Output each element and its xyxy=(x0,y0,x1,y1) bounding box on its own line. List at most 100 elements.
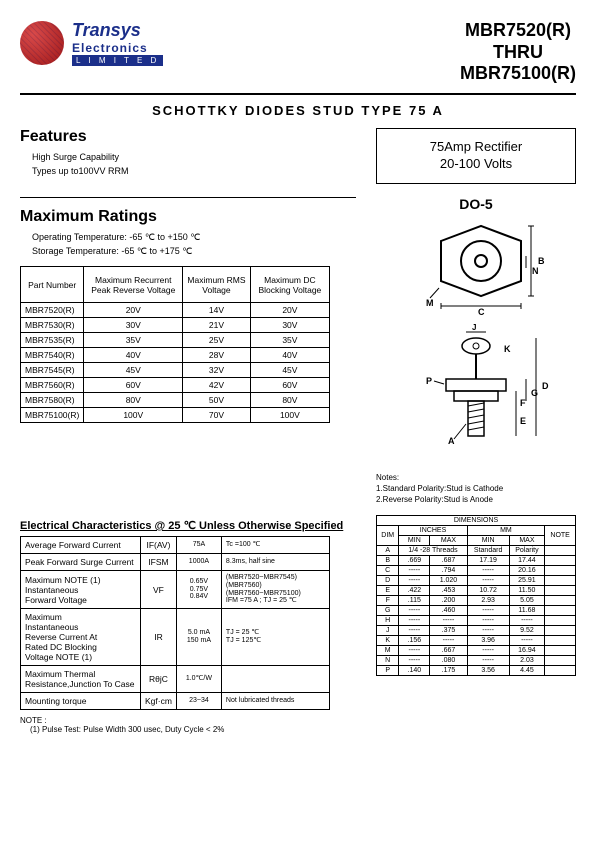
dim-cell: .080 xyxy=(430,656,467,666)
svg-text:E: E xyxy=(520,416,526,426)
dim-cell: J xyxy=(377,626,399,636)
svg-text:J: J xyxy=(472,324,476,332)
col-vdc: Maximum DC Blocking Voltage xyxy=(250,267,329,303)
dim-cell xyxy=(545,636,576,646)
dim-col: DIMENSIONS DIM INCHES MM NOTE MIN MAX MI… xyxy=(376,505,576,676)
dim-cell: 20.16 xyxy=(509,566,545,576)
dim-cell: F xyxy=(377,596,399,606)
table-cell: 35V xyxy=(84,333,183,348)
footnote-text: (1) Pulse Test: Pulse Width 300 usec, Du… xyxy=(30,725,356,734)
max-ratings-heading: Maximum Ratings xyxy=(20,208,356,226)
svg-text:P: P xyxy=(426,376,432,386)
table-row: Mounting torqueKgf·cm23~34Not lubricated… xyxy=(21,692,330,709)
ratings-table: Part Number Maximum Recurrent Peak Rever… xyxy=(20,266,330,423)
note-2: 2.Reverse Polarity:Stud is Anode xyxy=(376,494,576,505)
dim-cell xyxy=(545,576,576,586)
param-cell: Maximum Thermal Resistance,Junction To C… xyxy=(21,665,141,692)
upper-columns: Features High Surge Capability Types up … xyxy=(20,128,576,505)
table-cell: 80V xyxy=(250,393,329,408)
subtitle: SCHOTTKY DIODES STUD TYPE 75 A xyxy=(20,103,576,118)
feature-item: High Surge Capability xyxy=(32,150,356,164)
globe-icon xyxy=(20,21,64,65)
table-row: Peak Forward Surge CurrentIFSM1000A8.3ms… xyxy=(21,554,330,571)
dim-cell: 1/4 -28 Threads xyxy=(399,546,467,556)
dim-cell xyxy=(545,626,576,636)
dim-col-note: NOTE xyxy=(545,526,576,546)
dim-cell: 4.45 xyxy=(509,666,545,676)
dim-cell: D xyxy=(377,576,399,586)
dim-cell: .422 xyxy=(399,586,430,596)
brand-line-3: L I M I T E D xyxy=(72,55,163,66)
cond-cell xyxy=(221,665,329,692)
symbol-cell: IF(AV) xyxy=(141,537,177,554)
dim-cell: Polarity xyxy=(509,546,545,556)
elec-col: Electrical Characteristics @ 25 ℃ Unless… xyxy=(20,505,356,734)
table-cell: 45V xyxy=(84,363,183,378)
logo-text: Transys Electronics L I M I T E D xyxy=(72,20,163,66)
dim-cell: .140 xyxy=(399,666,430,676)
dim-cell xyxy=(545,596,576,606)
dim-sub-min: MIN xyxy=(399,536,430,546)
dim-cell: .375 xyxy=(430,626,467,636)
dim-cell xyxy=(545,586,576,596)
svg-text:D: D xyxy=(542,381,549,391)
table-row: MBR7535(R)35V25V35V xyxy=(21,333,330,348)
svg-text:F: F xyxy=(520,398,526,408)
table-cell: 14V xyxy=(183,303,251,318)
table-cell: MBR7530(R) xyxy=(21,318,84,333)
dim-cell: 2.03 xyxy=(509,656,545,666)
features-list: High Surge Capability Types up to100VV R… xyxy=(32,150,356,179)
table-row: E.422.45310.7211.50 xyxy=(377,586,576,596)
svg-text:C: C xyxy=(478,307,485,316)
table-row: MBR7530(R)30V21V30V xyxy=(21,318,330,333)
dim-cell xyxy=(545,666,576,676)
dim-cell: .115 xyxy=(399,596,430,606)
footnote: NOTE : (1) Pulse Test: Pulse Width 300 u… xyxy=(20,716,356,734)
dim-cell xyxy=(545,616,576,626)
dim-cell: ----- xyxy=(467,656,509,666)
table-row: MBR7560(R)60V42V60V xyxy=(21,378,330,393)
dim-cell: ----- xyxy=(399,626,430,636)
dim-cell: P xyxy=(377,666,399,676)
table-header-row: Part Number Maximum Recurrent Peak Rever… xyxy=(21,267,330,303)
lower-columns: Electrical Characteristics @ 25 ℃ Unless… xyxy=(20,505,576,734)
dim-cell: ----- xyxy=(430,636,467,646)
dim-cell: 11.68 xyxy=(509,606,545,616)
svg-text:K: K xyxy=(504,344,511,354)
table-row: P.140.1753.564.45 xyxy=(377,666,576,676)
value-cell: 1000A xyxy=(176,554,221,571)
table-row: Maximum Instantaneous Reverse Current At… xyxy=(21,608,330,665)
dim-cell: .175 xyxy=(430,666,467,676)
cond-cell: TJ = 25 ℃ TJ = 125℃ xyxy=(221,608,329,665)
dim-cell xyxy=(545,556,576,566)
rect-line-1: 75Amp Rectifier xyxy=(387,139,565,156)
dim-cell: ----- xyxy=(399,646,430,656)
table-cell: 42V xyxy=(183,378,251,393)
table-row: Average Forward CurrentIF(AV)75ATc =100 … xyxy=(21,537,330,554)
cond-cell: Tc =100 ℃ xyxy=(221,537,329,554)
dim-sub-max: MAX xyxy=(430,536,467,546)
table-row: A1/4 -28 ThreadsStandardPolarity xyxy=(377,546,576,556)
ratings-notes: Operating Temperature: -65 ℃ to +150 ℃ S… xyxy=(32,230,356,259)
package-label: DO-5 xyxy=(376,196,576,212)
dim-cell: ----- xyxy=(509,636,545,646)
dimensions-table: DIMENSIONS DIM INCHES MM NOTE MIN MAX MI… xyxy=(376,515,576,676)
dim-cell: 10.72 xyxy=(467,586,509,596)
dim-cell: E xyxy=(377,586,399,596)
rectifier-box: 75Amp Rectifier 20-100 Volts xyxy=(376,128,576,184)
dim-cell: .794 xyxy=(430,566,467,576)
table-cell: MBR7535(R) xyxy=(21,333,84,348)
table-cell: 40V xyxy=(250,348,329,363)
note-1: 1.Standard Polarity:Stud is Cathode xyxy=(376,483,576,494)
table-row: MBR7540(R)40V28V40V xyxy=(21,348,330,363)
dim-cell: 16.94 xyxy=(509,646,545,656)
dim-cell: ----- xyxy=(399,576,430,586)
table-row: B.669.68717.1917.44 xyxy=(377,556,576,566)
table-cell: MBR75100(R) xyxy=(21,408,84,423)
dim-cell: 3.96 xyxy=(467,636,509,646)
dim-cell: 9.52 xyxy=(509,626,545,636)
part-title: MBR7520(R) THRU MBR75100(R) xyxy=(460,20,576,85)
brand-line-2: Electronics xyxy=(72,41,163,55)
table-cell: 60V xyxy=(250,378,329,393)
dim-cell: ----- xyxy=(467,566,509,576)
